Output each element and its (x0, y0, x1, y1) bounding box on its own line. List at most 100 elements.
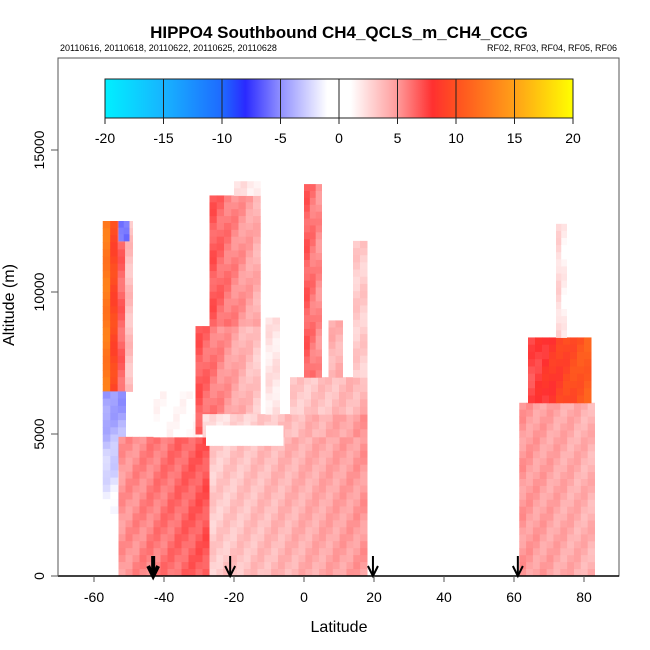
field-cell (236, 541, 245, 549)
field-cell (353, 450, 361, 459)
field-cell (102, 448, 111, 457)
x-axis-label: Latitude (311, 619, 368, 636)
field-cell (315, 197, 322, 206)
field-cell (284, 429, 293, 438)
field-cell (125, 384, 133, 392)
field-cell (272, 317, 280, 325)
field-cell (117, 327, 126, 336)
field-cell (328, 341, 336, 350)
field-cell (580, 541, 589, 549)
field-cell (231, 312, 239, 320)
field-cell (188, 541, 196, 549)
field-cell (146, 436, 154, 445)
field-cell (209, 243, 218, 251)
field-cell (325, 399, 333, 408)
field-cell (519, 569, 527, 577)
field-cell (118, 555, 126, 563)
field-cell (526, 492, 534, 501)
field-cell (117, 256, 126, 265)
field-cell (309, 301, 317, 309)
field-cell (573, 458, 582, 466)
field-cell (160, 548, 168, 556)
field-cell (353, 421, 361, 430)
field-cell (102, 434, 111, 443)
field-cell (188, 436, 196, 445)
field-cell (125, 377, 133, 385)
field-cell (290, 406, 298, 415)
field-cell (584, 351, 592, 360)
field-cell (102, 398, 111, 407)
field-cell (539, 534, 548, 542)
field-cell (339, 436, 347, 445)
field-cell (577, 395, 585, 404)
field-cell (587, 416, 595, 425)
field-cell (234, 181, 242, 189)
field-cell (360, 269, 368, 278)
field-cell (117, 320, 126, 328)
field-cell (271, 499, 279, 507)
field-cell (291, 443, 300, 452)
field-cell (271, 485, 279, 494)
field-cell (250, 457, 258, 466)
field-cell (102, 405, 111, 414)
field-cell (238, 195, 247, 203)
field-cell (325, 485, 334, 494)
field-cell (519, 451, 527, 459)
field-cell (110, 341, 119, 350)
field-cell (174, 527, 182, 535)
field-cell (195, 562, 203, 570)
field-cell (309, 315, 317, 323)
field-cell (532, 465, 541, 473)
field-cell (181, 569, 189, 577)
field-cell (110, 270, 119, 279)
field-cell (202, 534, 210, 542)
field-cell (553, 465, 561, 473)
field-cell (245, 362, 254, 370)
field-cell (110, 277, 119, 286)
field-cell (160, 457, 168, 466)
field-cell (174, 478, 182, 487)
field-cell (245, 195, 254, 203)
field-cell (353, 429, 361, 438)
field-cell (556, 380, 564, 389)
field-cell (195, 569, 203, 577)
field-cell (360, 384, 368, 393)
field-cell (567, 444, 575, 452)
field-cell (118, 464, 126, 473)
field-cell (102, 221, 111, 229)
field-cell (117, 277, 126, 286)
field-cell (305, 429, 313, 438)
field-cell (245, 347, 254, 356)
field-cell (567, 534, 575, 542)
field-cell (284, 534, 293, 542)
field-cell (346, 492, 354, 500)
field-cell (179, 391, 187, 400)
field-cell (102, 484, 111, 493)
field-cell (584, 373, 592, 382)
field-cell (560, 513, 568, 522)
field-cell (125, 370, 133, 378)
field-cell (560, 541, 568, 549)
field-cell (223, 548, 231, 556)
field-cell (236, 478, 245, 487)
field-cell (160, 569, 168, 577)
field-cell (153, 541, 161, 549)
field-cell (102, 355, 111, 364)
field-cell (539, 478, 548, 487)
field-cell (250, 562, 258, 570)
field-cell (315, 363, 322, 371)
field-cell (102, 420, 111, 428)
colorbar-tick-label: -5 (274, 130, 287, 146)
field-cell (238, 271, 247, 279)
colorbar-tick-label: 10 (448, 130, 464, 146)
field-cell (230, 492, 238, 500)
field-cell (353, 362, 361, 371)
field-cell (223, 520, 231, 528)
field-cell (339, 429, 347, 438)
field-cell (125, 555, 133, 563)
field-cell (305, 492, 313, 500)
field-cell (153, 414, 161, 423)
field-cell (202, 499, 210, 507)
field-cell (346, 569, 354, 577)
field-cell (223, 569, 231, 577)
